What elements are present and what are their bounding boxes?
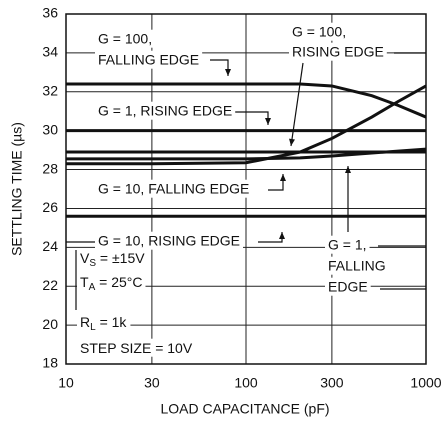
- annotation: G = 10, RISING EDGE: [98, 233, 240, 249]
- label-bg: [77, 272, 146, 294]
- y-tick-label: 20: [42, 316, 58, 332]
- series-line: [66, 147, 427, 161]
- annotation: G = 100,: [292, 24, 346, 40]
- annotation: G = 1,: [328, 237, 367, 253]
- label-bg: [95, 50, 203, 69]
- plot-frame: [65, 13, 427, 365]
- pointer: [210, 59, 229, 76]
- annotation: G = 10, FALLING EDGE: [98, 181, 249, 197]
- label-bg: [289, 42, 387, 61]
- pointer: [230, 111, 269, 125]
- condition-tail: = ±15V: [96, 250, 145, 266]
- y-tick-label: 32: [42, 82, 58, 98]
- arrowhead: [280, 174, 286, 181]
- condition-main: R: [80, 314, 90, 330]
- x-tick-label: 100: [234, 375, 258, 391]
- y-tick-label: 28: [42, 160, 58, 176]
- y-tick-label: 36: [42, 5, 58, 21]
- annotation: FALLING EDGE: [98, 52, 199, 68]
- condition: STEP SIZE = 10V: [80, 340, 193, 356]
- arrowhead: [345, 166, 351, 173]
- y-axis-title: SETTLING TIME (µs): [9, 122, 25, 256]
- annotation: RISING EDGE: [292, 44, 384, 60]
- label-bg: [325, 256, 389, 275]
- annotation: G = 100,: [98, 31, 152, 47]
- condition-main: V: [80, 250, 90, 266]
- label-bg: [95, 29, 156, 48]
- pointer: [290, 62, 304, 147]
- condition-tail: = 1k: [96, 314, 128, 330]
- arrowhead: [289, 138, 295, 146]
- label-bg: [325, 235, 370, 254]
- label-bg: [325, 277, 371, 296]
- label-bg: [95, 101, 236, 120]
- y-tick-label: 22: [42, 277, 58, 293]
- arrowhead: [225, 69, 231, 76]
- condition-main: T: [80, 274, 89, 290]
- arrowhead: [279, 232, 285, 239]
- condition: TA = 25°C: [80, 274, 142, 293]
- x-tick-label: 300: [320, 375, 344, 391]
- condition-sub: S: [89, 258, 96, 269]
- arrowhead: [265, 118, 271, 125]
- y-tick-label: 24: [42, 238, 58, 254]
- label-bg: [289, 22, 350, 41]
- condition-sub: L: [90, 322, 96, 333]
- condition: VS = ±15V: [80, 250, 145, 269]
- label-bg: [77, 248, 149, 270]
- label-bg: [77, 312, 131, 334]
- annotation: EDGE: [328, 279, 368, 295]
- series-line: [66, 84, 427, 166]
- annotation: G = 1, RISING EDGE: [98, 103, 232, 119]
- condition-main: STEP SIZE = 10V: [80, 340, 193, 356]
- y-tick-label: 26: [42, 199, 58, 215]
- annotation: FALLING: [328, 258, 386, 274]
- x-axis-title: LOAD CAPACITANCE (pF): [160, 401, 329, 417]
- x-tick-label: 30: [144, 375, 160, 391]
- x-tick-label: 1000: [410, 375, 441, 391]
- pointer: [268, 174, 284, 191]
- label-bg: [77, 338, 196, 357]
- y-tick-label: 34: [42, 44, 58, 60]
- x-tick-label: 10: [58, 375, 74, 391]
- y-tick-label: 18: [42, 355, 58, 371]
- condition-sub: A: [89, 282, 96, 293]
- label-bg: [95, 231, 243, 250]
- label-bg: [95, 179, 253, 198]
- pointer: [258, 232, 283, 243]
- y-tick-label: 30: [42, 121, 58, 137]
- condition: RL = 1k: [80, 314, 127, 333]
- condition-tail: = 25°C: [95, 274, 142, 290]
